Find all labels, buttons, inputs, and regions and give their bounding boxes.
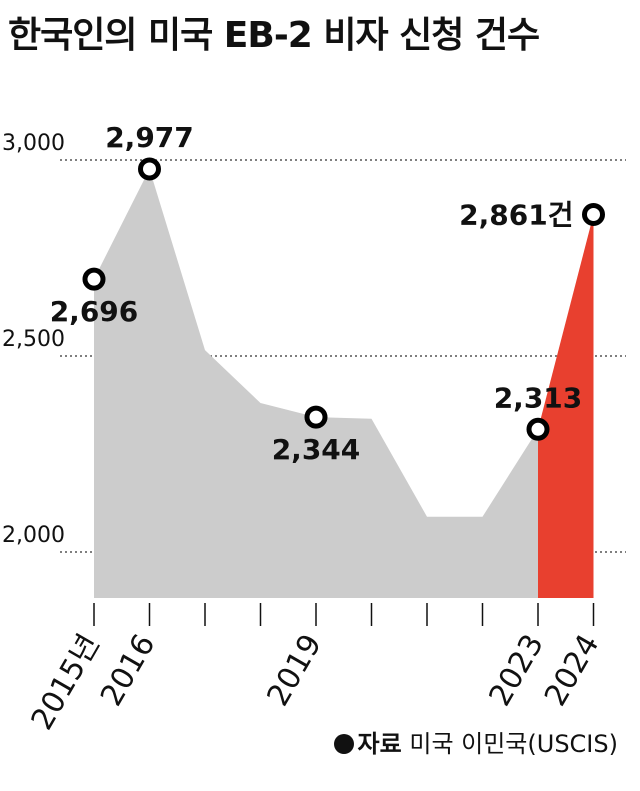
x-tick-label: 2015년 [25,629,107,737]
data-point-marker [526,417,550,441]
source-text: 미국 이민국(USCIS) [409,730,618,758]
y-tick-label: 3,000 [2,131,65,156]
source-label: 자료 [357,730,402,758]
data-label: 2,861건 [459,198,573,231]
y-tick-label: 2,000 [2,523,65,548]
x-tick-label: 2024 [538,629,606,713]
area-fill-gray [94,169,538,599]
y-tick-label: 2,500 [2,327,65,352]
data-label: 2,977 [105,121,194,154]
area-fill-highlight [538,214,594,598]
data-point-marker [82,267,106,291]
data-label: 2,344 [272,433,361,466]
area-series [94,169,594,599]
data-label: 2,696 [50,295,139,328]
source-note: 자료 미국 이민국(USCIS) [333,724,618,759]
x-tick-label: 2023 [482,629,550,713]
data-point-marker [138,157,161,181]
data-label: 2,313 [494,381,583,414]
data-point-marker [582,202,605,226]
chart-title: 한국인의 미국 EB-2 비자 신청 건수 [8,15,540,56]
x-tick-label: 2019 [260,629,328,713]
data-markers: 2,696 2,977 2,344 2,313 2,861건 [50,121,605,466]
bullet-icon [333,734,354,754]
data-point-marker [304,405,328,429]
x-tick-label: 2016 [94,629,162,713]
